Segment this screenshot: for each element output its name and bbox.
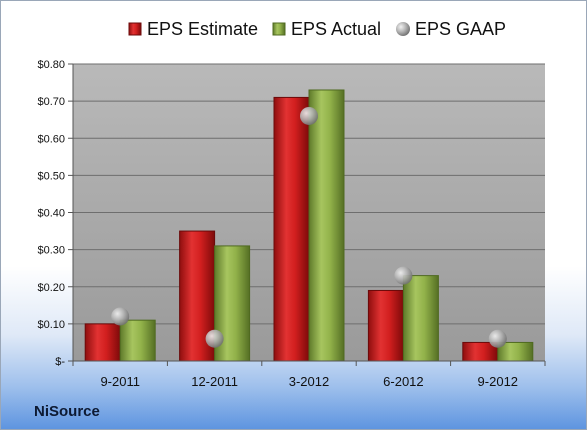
y-axis: $- $0.10 $0.20 $0.30 $0.40 $0.50 $0.60 $0.70 $0.… (37, 59, 74, 368)
x-tick-label: 12-2011 (191, 374, 238, 389)
legend-swatch (272, 22, 286, 36)
y-tick-label: $0.40 (37, 208, 65, 220)
x-tick-label: 9-2011 (100, 374, 140, 389)
x-tick-label: 3-2012 (289, 374, 329, 389)
y-tick-label: $0.20 (37, 282, 65, 294)
legend-label: EPS GAAP (415, 19, 506, 39)
legend-eps-actual: EPS Actual (272, 19, 381, 39)
bars-group (84, 89, 534, 362)
gaap-markers (111, 106, 507, 348)
y-tick-label: $0.30 (37, 245, 65, 257)
y-tick-label: $0.70 (37, 96, 65, 108)
x-tick-label: 9-2012 (478, 374, 518, 389)
y-tick-label: $0.10 (37, 319, 65, 331)
y-tick-label: $- (55, 356, 65, 368)
bar-eps-actual (119, 319, 156, 362)
marker-eps-gaap (300, 106, 318, 125)
legend-label: EPS Actual (291, 19, 381, 39)
bar-eps-actual (402, 275, 439, 362)
marker-eps-gaap (394, 266, 413, 285)
bar-eps-estimate (273, 96, 310, 362)
legend-label: EPS Estimate (147, 19, 258, 39)
marker-eps-gaap (488, 329, 507, 348)
y-tick-label: $0.80 (37, 59, 65, 71)
bar-eps-estimate (367, 289, 404, 362)
x-axis: 9-2011 12-2011 3-2012 6-2012 9-2012 (72, 360, 546, 389)
company-label: NiSource (34, 403, 100, 420)
legend-swatch (128, 22, 142, 36)
chart-legend: EPS Estimate EPS Actual EPS GAAP (128, 19, 506, 39)
marker-eps-gaap (111, 307, 130, 326)
y-tick-label: $0.50 (37, 170, 65, 182)
y-tick-label: $0.60 (37, 133, 65, 145)
bar-eps-estimate (84, 323, 121, 362)
legend-eps-gaap: EPS GAAP (396, 19, 506, 39)
marker-eps-gaap (205, 329, 224, 348)
legend-eps-estimate: EPS Estimate (128, 19, 258, 39)
bar-eps-actual (308, 89, 345, 362)
x-tick-label: 6-2012 (383, 374, 423, 389)
legend-swatch (396, 22, 410, 36)
